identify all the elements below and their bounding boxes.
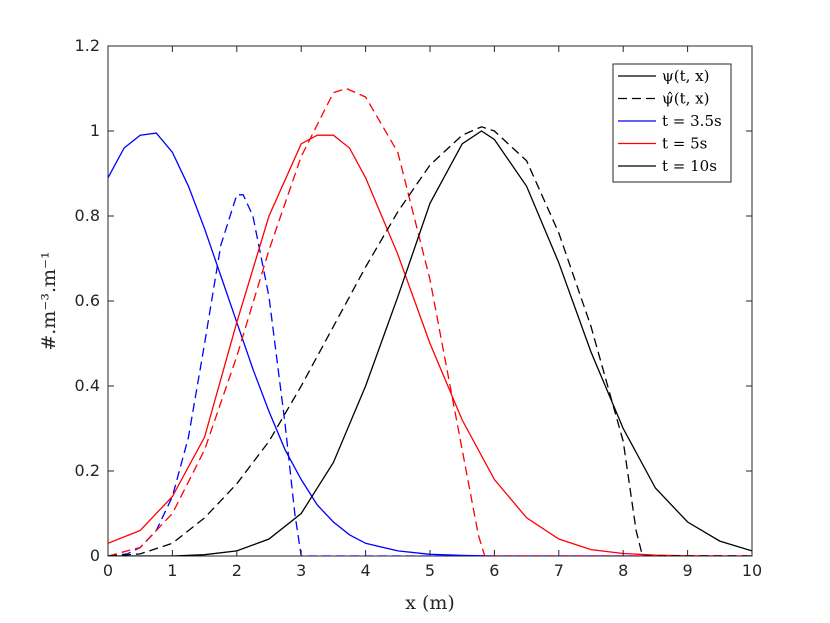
y-tick-label: 0 — [90, 546, 100, 565]
x-tick-label: 1 — [167, 561, 177, 580]
y-tick-label: 0.6 — [75, 291, 100, 310]
legend: ψ(t, x) ψ̂(t, x) t = 3.5s t = 5s t = 10s — [612, 63, 732, 183]
x-tick-label: 8 — [618, 561, 628, 580]
y-tick-label: 0.2 — [75, 461, 100, 480]
x-axis-label: x (m) — [405, 592, 455, 614]
legend-label-1: ψ̂(t, x) — [662, 90, 710, 108]
legend-label-2: t = 3.5s — [662, 112, 722, 130]
axis-ticks: 0 1 2 3 4 5 6 7 8 9 10 0 0.2 0.4 0.6 0.8 1 1.2 — [75, 36, 763, 580]
series-line-psi-t10s — [108, 130, 752, 556]
x-tick-label: 6 — [489, 561, 499, 580]
legend-box — [612, 63, 732, 183]
series-line-psi-t3_5s — [108, 132, 752, 556]
x-tick-label: 0 — [103, 561, 113, 580]
y-axis-label: #.m⁻³.m⁻¹ — [38, 251, 60, 350]
y-tick-label: 0.8 — [75, 206, 100, 225]
series-line-psi_hat-t3_5s — [108, 194, 752, 556]
x-tick-label: 10 — [742, 561, 762, 580]
x-tick-label: 3 — [296, 561, 306, 580]
legend-label-4: t = 10s — [662, 157, 717, 175]
x-tick-label: 9 — [683, 561, 693, 580]
legend-label-0: ψ(t, x) — [662, 67, 710, 85]
y-tick-label: 1 — [90, 121, 100, 140]
series-line-psi_hat-t10s — [108, 126, 752, 556]
x-tick-label: 2 — [232, 561, 242, 580]
series-line-psi-t5s — [108, 134, 752, 556]
y-tick-label: 1.2 — [75, 36, 100, 55]
x-tick-label: 4 — [361, 561, 371, 580]
y-tick-label: 0.4 — [75, 376, 100, 395]
x-tick-label: 5 — [425, 561, 435, 580]
x-tick-label: 7 — [554, 561, 564, 580]
series-layer — [108, 87, 752, 556]
legend-label-3: t = 5s — [662, 135, 707, 153]
